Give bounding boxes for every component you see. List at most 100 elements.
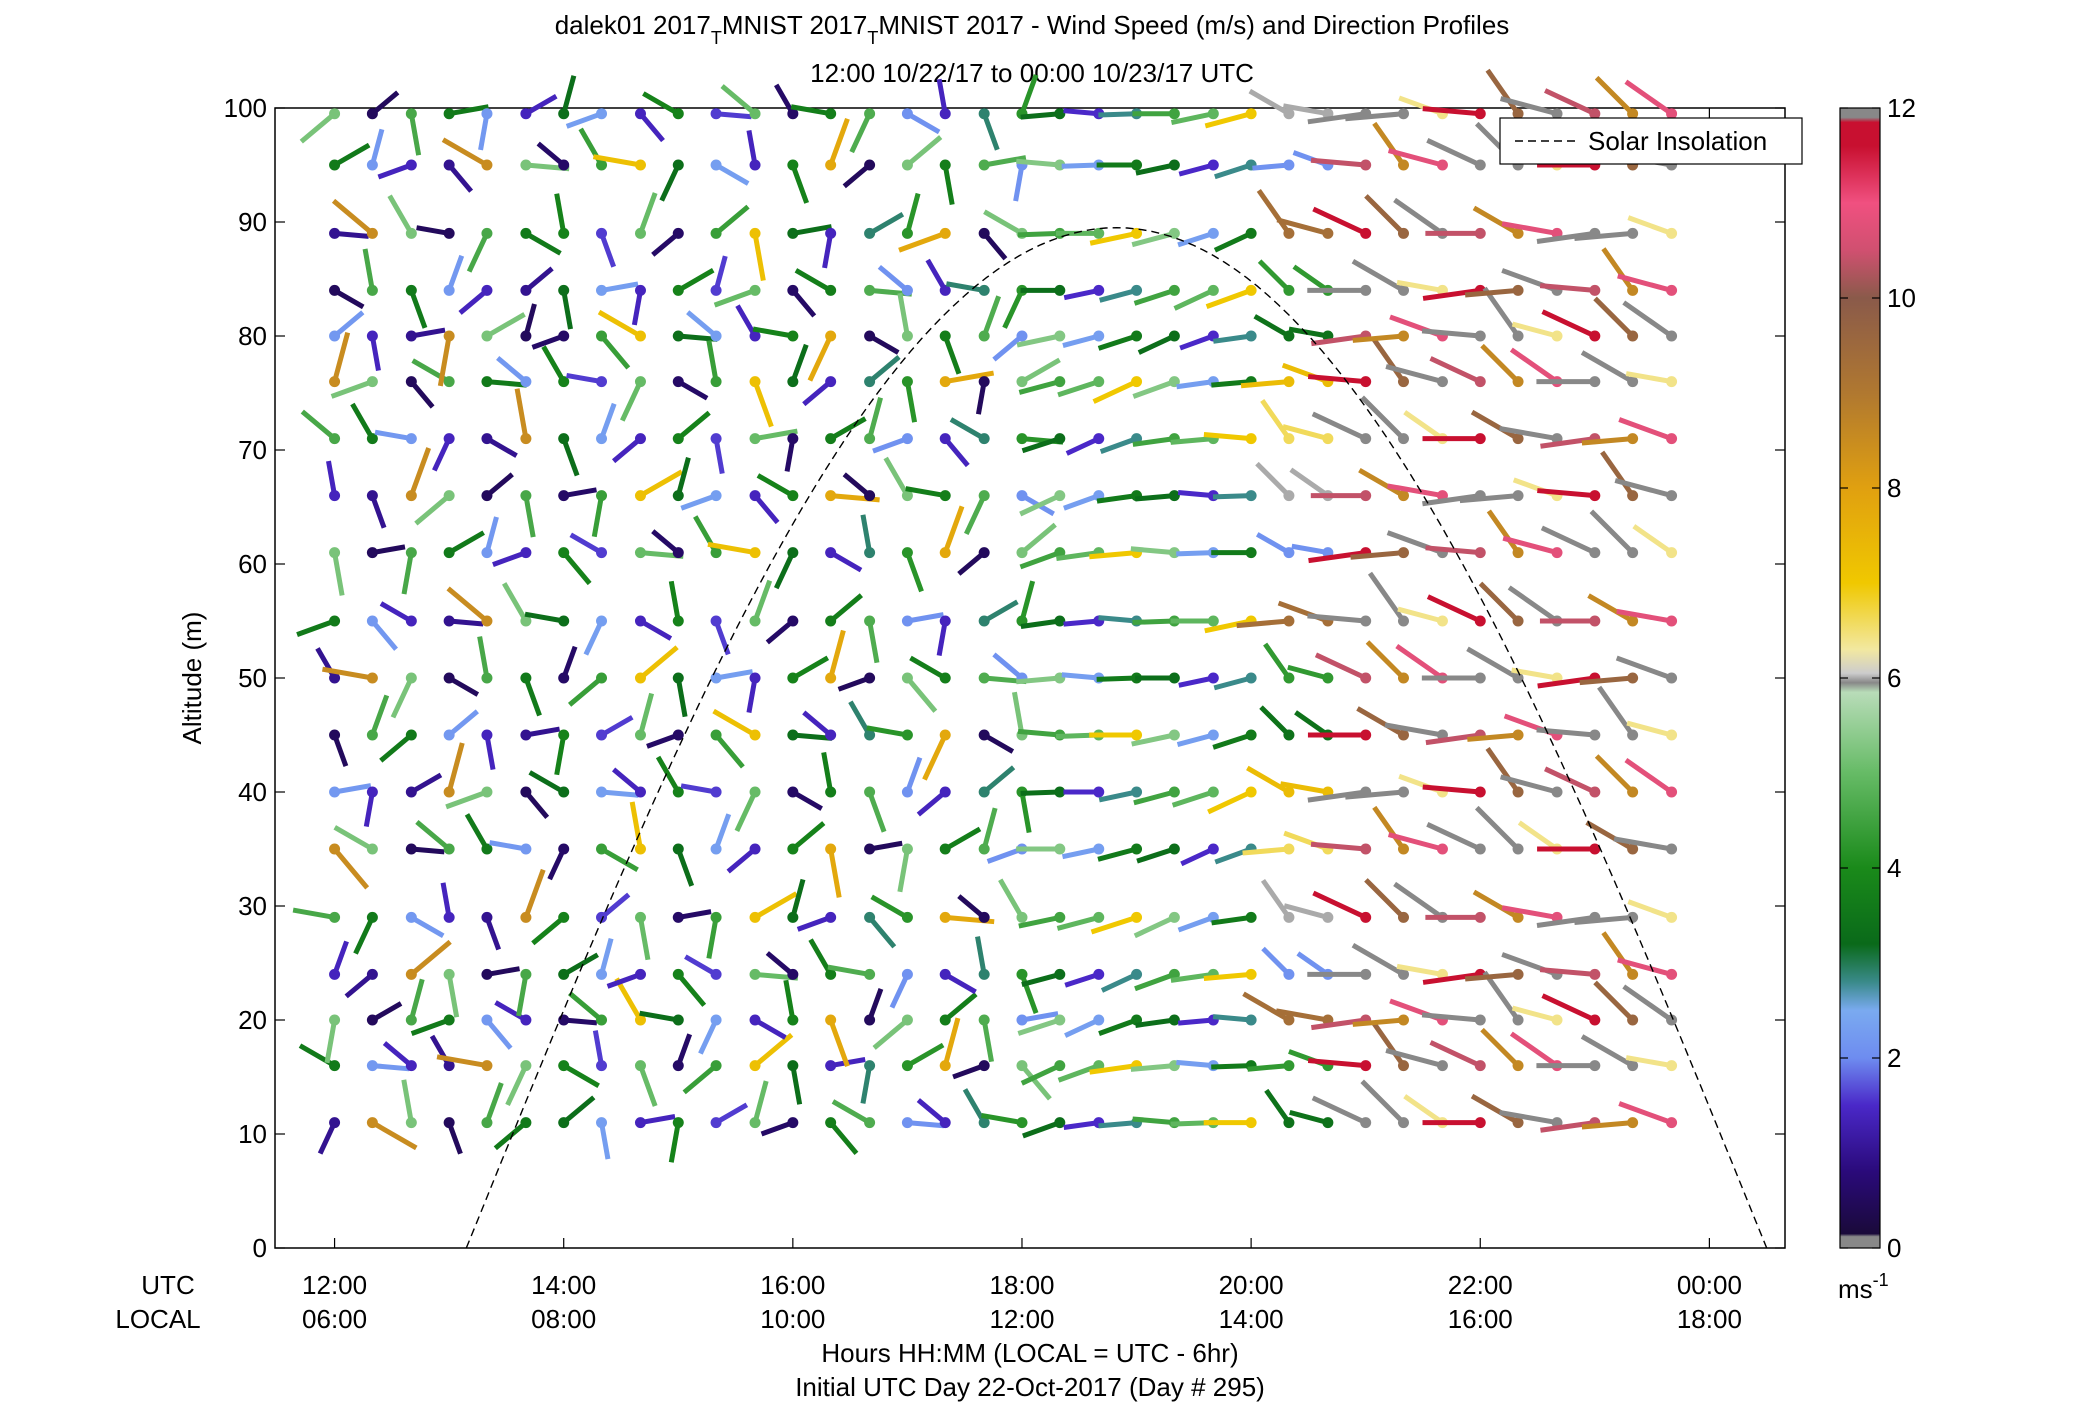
wind-barb: [925, 258, 951, 296]
wind-barb-dot: [1397, 490, 1409, 502]
wind-barb-shaft: [1176, 1059, 1214, 1069]
wind-barb-shaft: [377, 162, 413, 180]
wind-barb-dot: [939, 786, 951, 798]
wind-barb: [1312, 890, 1372, 923]
wind-barb-shaft: [942, 505, 965, 554]
wind-barb-shaft: [489, 840, 527, 852]
wind-barb: [1352, 1014, 1409, 1027]
wind-barb-shaft: [485, 472, 514, 498]
wind-barb-shaft: [1177, 1017, 1214, 1026]
wind-barb: [531, 911, 570, 946]
wind-barb-shaft: [416, 225, 450, 236]
wind-barb-dot: [329, 843, 341, 855]
wind-barb-dot: [787, 1014, 799, 1026]
wind-barb: [1020, 284, 1066, 296]
wind-barb-dot: [978, 1014, 990, 1026]
wind-barb-dot: [710, 729, 722, 741]
wind-barb-shaft: [1057, 379, 1100, 398]
x-tick-label-local: 10:00: [760, 1304, 825, 1334]
wind-barb-dot: [901, 284, 913, 296]
wind-barb: [494, 1000, 532, 1026]
wind-barb-shaft: [1135, 493, 1175, 502]
wind-barb: [596, 892, 631, 923]
wind-barb-shaft: [713, 288, 756, 308]
wind-barb-dot: [864, 843, 876, 855]
wind-barb-dot: [864, 1117, 876, 1129]
wind-barb-dot: [710, 786, 722, 798]
wind-barb-dot: [1016, 968, 1028, 980]
wind-barb-dot: [710, 376, 722, 388]
wind-barb: [565, 108, 608, 129]
wind-barb-dot: [405, 490, 417, 502]
wind-barb: [489, 840, 532, 855]
wind-barb: [1539, 283, 1601, 296]
wind-barb-shaft: [379, 733, 413, 763]
wind-barb-dot: [1666, 968, 1678, 980]
wind-barb: [1314, 652, 1372, 684]
wind-barb-shaft: [1132, 1116, 1175, 1126]
wind-barb-dot: [596, 1117, 608, 1129]
wind-barb-dot: [939, 284, 951, 296]
wind-barb-dot: [1207, 729, 1219, 741]
wind-barb: [710, 433, 725, 475]
wind-barb: [962, 1088, 990, 1129]
wind-barb-shaft: [715, 111, 752, 120]
wind-barb-shaft: [1130, 546, 1175, 556]
wind-barb-shaft: [1242, 991, 1291, 1023]
wind-barb: [366, 490, 387, 529]
wind-barb-shaft: [599, 937, 614, 976]
wind-barb-dot: [1054, 968, 1066, 980]
wind-barb: [611, 767, 646, 798]
wind-barb-shaft: [484, 516, 499, 554]
wind-barb-dot: [1054, 330, 1066, 342]
wind-barb-dot: [481, 1060, 493, 1072]
wind-barb-dot: [1666, 911, 1678, 923]
wind-barb-dot: [749, 615, 761, 627]
wind-barb-dot: [596, 911, 608, 923]
wind-barb: [749, 490, 780, 525]
wind-barb: [1397, 606, 1448, 627]
wind-barb: [1021, 968, 1066, 987]
wind-barb: [520, 672, 542, 717]
wind-barb: [825, 593, 864, 627]
wind-barb-shaft: [324, 1019, 338, 1064]
wind-barb-dot: [443, 843, 455, 855]
wind-barb-shaft: [554, 734, 567, 776]
wind-barb-dot: [825, 1117, 837, 1129]
wind-barb-dot: [366, 1060, 378, 1072]
wind-barb-shaft: [828, 1120, 859, 1155]
wind-barb-dot: [825, 1014, 837, 1026]
wind-barb-shaft: [1601, 247, 1635, 292]
wind-barb-shaft: [867, 355, 901, 384]
wind-barb: [1180, 843, 1219, 867]
wind-barb: [493, 1117, 532, 1151]
wind-barb: [1499, 774, 1563, 798]
wind-barb-shaft: [554, 193, 567, 234]
wind-barb-shaft: [1426, 822, 1482, 852]
wind-barb-dot: [558, 911, 570, 923]
wind-barb-shaft: [401, 1079, 414, 1124]
wind-barb: [1541, 309, 1601, 342]
wind-barb: [939, 992, 978, 1026]
wind-barb: [1360, 1079, 1409, 1129]
wind-barb: [1370, 336, 1409, 388]
wind-barb: [905, 486, 951, 502]
wind-barb: [596, 786, 639, 798]
wind-barb: [1351, 259, 1409, 296]
wind-barb-shaft: [922, 733, 948, 781]
wind-barb-dot: [1474, 159, 1486, 171]
wind-barb-dot: [672, 159, 684, 171]
wind-barb-dot: [901, 159, 913, 171]
wind-barb-dot: [901, 227, 913, 239]
wind-barb-dot: [1397, 330, 1409, 342]
wind-barb-shaft: [916, 790, 947, 817]
wind-barb-shaft: [638, 1064, 658, 1107]
wind-barb: [864, 988, 884, 1026]
wind-barb: [437, 330, 455, 387]
wind-barb-dot: [1589, 729, 1601, 741]
wind-barb-dot: [366, 729, 378, 741]
wind-barb: [773, 547, 799, 590]
wind-barb: [1593, 980, 1639, 1026]
wind-barb: [957, 547, 990, 576]
wind-barb-dot: [1474, 615, 1486, 627]
